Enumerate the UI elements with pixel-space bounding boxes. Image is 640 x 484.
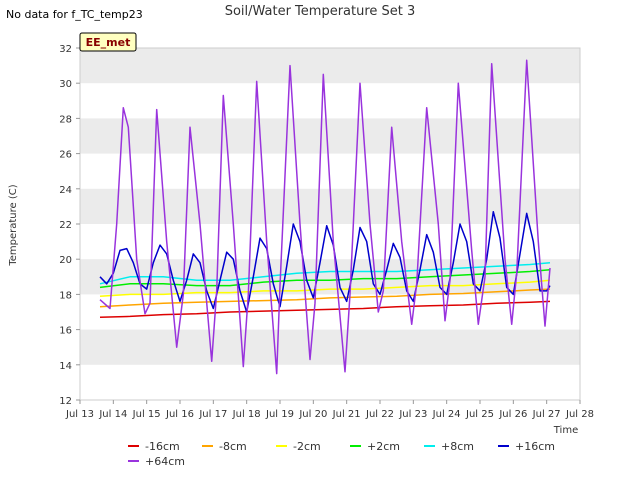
- ee-met-badge: EE_met: [79, 32, 137, 52]
- x-tick-label: Jul 23: [398, 409, 427, 420]
- x-tick-label: Jul 15: [132, 409, 161, 420]
- ee-met-badge-label: EE_met: [86, 36, 131, 49]
- x-tick-label: Jul 17: [198, 409, 227, 420]
- y-tick-label: 22: [59, 220, 72, 231]
- legend-label: -8cm: [219, 440, 247, 453]
- y-axis-label: Temperature (C): [8, 184, 19, 266]
- legend-item: -8cm: [202, 440, 247, 453]
- y-tick-label: 18: [59, 290, 72, 301]
- x-tick-label: Jul 20: [298, 409, 327, 420]
- x-tick-label: Jul 21: [332, 409, 361, 420]
- x-axis: Jul 13 Jul 14 Jul 15 Jul 16 Jul 17 Jul 18 Jul …: [65, 400, 594, 420]
- x-axis-label: Time: [553, 425, 578, 436]
- x-tick-label: Jul 27: [532, 409, 561, 420]
- series-line-+16cm: [99, 210, 551, 313]
- series-line-+64cm: [99, 59, 551, 375]
- legend-item: -2cm: [276, 440, 321, 453]
- y-axis: 12 14 16 18 20 22 24 26 28 30 32: [59, 44, 80, 407]
- x-tick-label: Jul 18: [232, 409, 261, 420]
- grid-band: [80, 329, 580, 365]
- y-tick-label: 12: [59, 396, 72, 407]
- x-tick-label: Jul 24: [432, 409, 461, 420]
- y-tick-label: 24: [59, 185, 72, 196]
- legend-label: +2cm: [367, 440, 400, 453]
- y-tick-label: 20: [59, 255, 72, 266]
- series-line--2cm: [99, 279, 551, 297]
- x-tick-label: Jul 16: [165, 409, 194, 420]
- legend-label: +16cm: [515, 440, 555, 453]
- x-tick-label: Jul 14: [98, 409, 127, 420]
- x-tick-label: Jul 13: [65, 409, 94, 420]
- series-line--8cm: [99, 288, 551, 308]
- y-tick-label: 14: [59, 361, 72, 372]
- legend-item: +8cm: [424, 440, 474, 453]
- legend: -16cm -8cm -2cm +2cm +8cm +16cm +64cm: [128, 440, 555, 468]
- no-data-note: No data for f_TC_temp23: [6, 8, 143, 21]
- series-lines: [99, 59, 551, 375]
- series-line--16cm: [99, 300, 551, 319]
- legend-item: +64cm: [128, 455, 185, 468]
- x-tick-label: Jul 28: [565, 409, 594, 420]
- y-tick-label: 32: [59, 44, 72, 55]
- legend-label: -2cm: [293, 440, 321, 453]
- x-tick-label: Jul 26: [498, 409, 527, 420]
- y-tick-label: 28: [59, 114, 72, 125]
- legend-item: +16cm: [498, 440, 555, 453]
- y-tick-label: 16: [59, 326, 72, 337]
- legend-label: +64cm: [145, 455, 185, 468]
- plot-background: [80, 48, 580, 400]
- legend-label: +8cm: [441, 440, 474, 453]
- y-tick-label: 26: [59, 150, 72, 161]
- legend-label: -16cm: [145, 440, 180, 453]
- chart-title: Soil/Water Temperature Set 3: [225, 4, 416, 19]
- grid-band: [80, 48, 580, 84]
- x-tick-label: Jul 25: [465, 409, 494, 420]
- legend-item: +2cm: [350, 440, 400, 453]
- x-tick-label: Jul 22: [365, 409, 394, 420]
- x-tick-label: Jul 19: [265, 409, 294, 420]
- y-tick-label: 30: [59, 79, 72, 90]
- legend-item: -16cm: [128, 440, 180, 453]
